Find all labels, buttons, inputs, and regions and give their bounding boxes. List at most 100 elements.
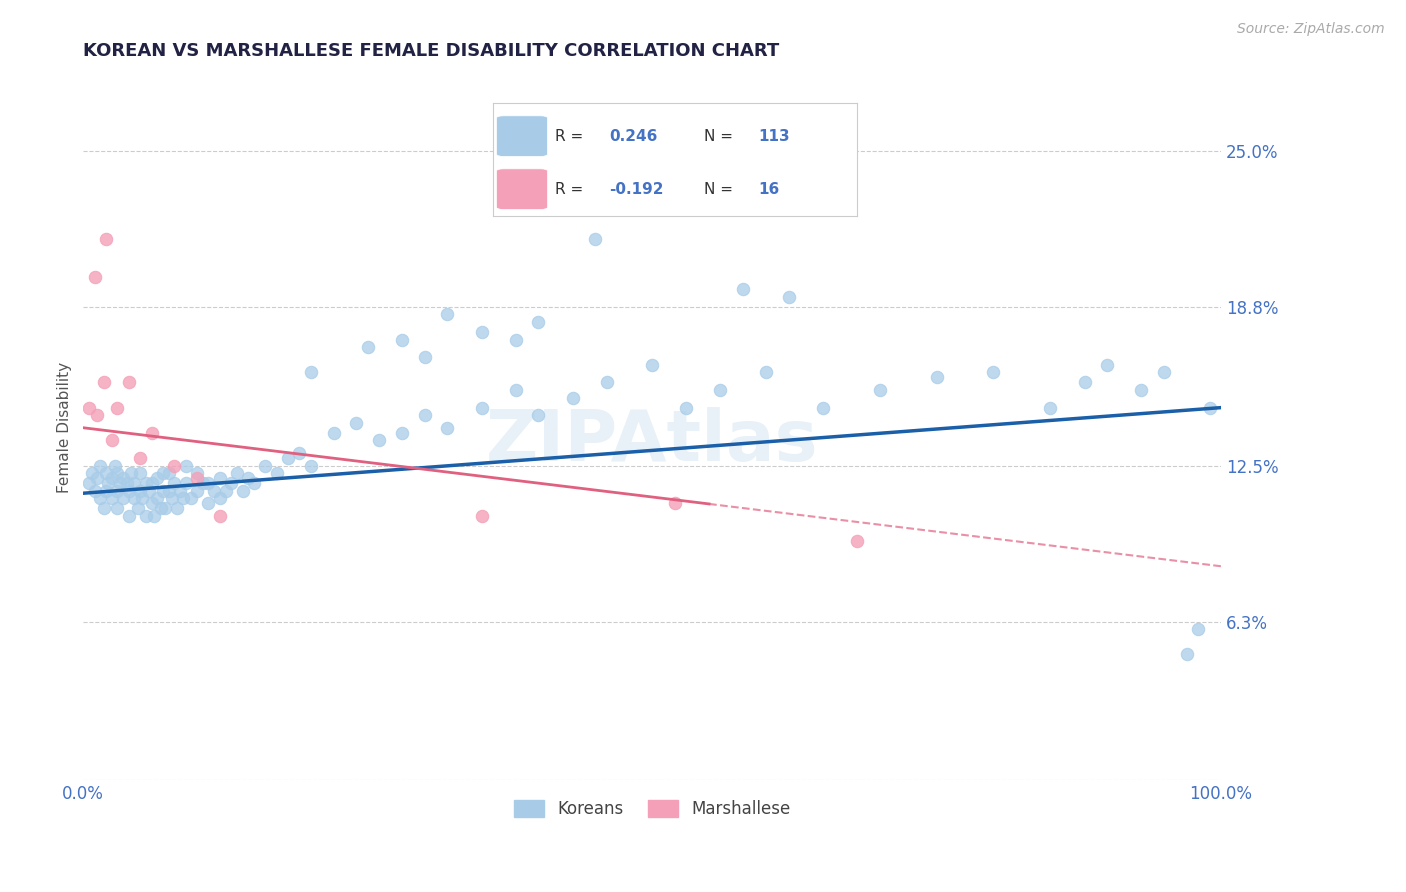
Point (413, 408, 436, 422)
Point (413, 350, 436, 364)
Point (595, 376, 617, 390)
Point (299, 365, 322, 379)
Point (675, 401, 697, 415)
Point (1153, 365, 1175, 379)
Point (186, 466, 208, 480)
Point (925, 370, 948, 384)
Point (93, 376, 115, 390)
Point (505, 383, 527, 397)
Point (208, 471, 231, 485)
Point (142, 508, 165, 523)
Point (733, 282, 755, 296)
Point (166, 501, 188, 516)
Point (436, 421, 458, 435)
Point (1073, 376, 1095, 390)
Point (138, 483, 160, 498)
Point (129, 466, 152, 480)
Point (115, 476, 138, 491)
Point (1187, 622, 1209, 636)
Point (845, 534, 868, 549)
Point (112, 471, 135, 485)
Point (197, 496, 219, 510)
Point (129, 450, 152, 465)
Point (149, 501, 172, 516)
Point (1130, 383, 1153, 397)
Point (107, 401, 129, 415)
Point (208, 491, 231, 506)
Point (124, 491, 146, 506)
Point (232, 483, 254, 498)
Point (436, 308, 458, 322)
Point (86, 471, 108, 485)
Point (214, 483, 236, 498)
Point (163, 476, 186, 491)
Point (299, 458, 322, 473)
Point (1097, 358, 1119, 372)
Point (470, 508, 492, 523)
Point (107, 483, 129, 498)
Point (146, 471, 169, 485)
Point (135, 476, 157, 491)
Point (86, 408, 108, 422)
Point (778, 290, 800, 304)
Point (869, 383, 891, 397)
Point (124, 476, 146, 491)
Point (322, 425, 344, 440)
Point (157, 466, 180, 480)
Point (127, 501, 149, 516)
Point (77, 476, 100, 491)
Point (243, 476, 266, 491)
Point (108, 476, 131, 491)
Y-axis label: Female Disability: Female Disability (58, 362, 72, 493)
Point (344, 416, 367, 430)
Point (141, 425, 163, 440)
Point (180, 491, 202, 506)
Point (152, 483, 174, 498)
Point (755, 365, 778, 379)
Point (160, 491, 183, 506)
Point (583, 232, 606, 246)
Point (94, 466, 117, 480)
Point (118, 508, 141, 523)
Point (163, 458, 186, 473)
Point (77, 401, 100, 415)
Point (100, 434, 122, 448)
Point (219, 476, 242, 491)
Point (107, 501, 129, 516)
Point (118, 376, 141, 390)
Point (83, 269, 105, 284)
Point (197, 476, 219, 491)
Point (94, 232, 117, 246)
Point (89, 491, 111, 506)
Legend: Koreans, Marshallese: Koreans, Marshallese (508, 793, 797, 825)
Point (641, 358, 664, 372)
Point (225, 466, 247, 480)
Point (664, 496, 686, 510)
Point (83, 483, 105, 498)
Point (141, 476, 163, 491)
Point (709, 383, 731, 397)
Point (155, 501, 177, 516)
Point (357, 340, 380, 354)
Point (1198, 401, 1220, 415)
Point (118, 483, 141, 498)
Text: Source: ZipAtlas.com: Source: ZipAtlas.com (1237, 22, 1385, 37)
Point (391, 425, 413, 440)
Point (391, 333, 413, 347)
Point (174, 476, 197, 491)
Point (1175, 648, 1198, 662)
Point (112, 491, 135, 506)
Point (104, 458, 127, 473)
Point (107, 466, 129, 480)
Point (368, 434, 391, 448)
Point (266, 466, 288, 480)
Point (169, 483, 191, 498)
Point (120, 466, 142, 480)
Point (174, 458, 197, 473)
Point (470, 401, 492, 415)
Point (100, 471, 122, 485)
Point (131, 491, 153, 506)
Point (172, 491, 194, 506)
Point (146, 491, 169, 506)
Point (89, 458, 111, 473)
